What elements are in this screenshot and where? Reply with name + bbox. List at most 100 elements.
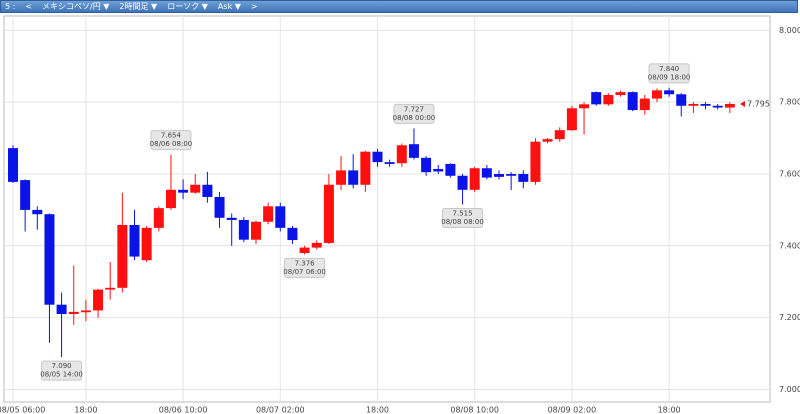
body [8,148,18,182]
body [190,184,201,193]
body [141,227,152,261]
x-tick-label: 18:00 [366,406,389,414]
body [336,170,347,185]
body [469,168,480,190]
body [117,224,128,288]
annotation-time: 08/07 06:00 [283,268,326,276]
y-tick-label: 7.600 [779,169,800,178]
toolbar-item[interactable]: < [25,2,33,11]
y-tick-label: 7.200 [779,313,800,322]
toolbar-item[interactable]: ローソク ▼ [167,2,208,11]
body [700,103,711,106]
body [165,189,176,209]
body [238,219,249,240]
x-tick-label: 18:00 [74,406,97,414]
body [530,141,541,182]
x-tick-label: 08/08 10:00 [450,406,499,414]
y-tick-label: 7.000 [779,385,800,394]
body [44,214,55,305]
body [251,221,261,240]
body [299,247,310,253]
body [542,139,553,142]
annotation-time: 08/05 14:00 [40,371,83,379]
body [178,189,189,193]
x-tick-label: 18:00 [658,406,681,414]
y-tick-label: 7.400 [779,241,800,250]
annotation-price: 7.727 [404,105,424,113]
body [20,180,31,210]
body [153,208,164,228]
body [615,92,626,95]
annotation-price: 7.840 [659,65,679,73]
toolbar-item[interactable]: > [250,2,258,11]
body [579,104,590,109]
body [591,92,602,105]
body [323,184,334,243]
toolbar-item[interactable]: 2時間足 ▼ [119,2,158,11]
body [105,287,116,290]
body [68,311,79,315]
body [129,224,140,257]
body [481,168,492,178]
body [566,108,577,131]
x-tick-label: 08/09 02:00 [548,406,597,414]
x-tick-label: 08/06 10:00 [159,406,208,414]
body [263,206,274,222]
body [348,170,359,185]
annotation-box [41,360,83,381]
body [32,209,43,215]
toolbar: 5 : < メキシコペソ/円 ▼ 2時間足 ▼ ローソク ▼ Ask ▼ > [0,0,798,13]
last-price-marker [740,100,745,107]
body [554,130,565,140]
last-price-label: 7.795 [747,99,770,108]
body [518,173,529,182]
body [688,103,699,106]
body [408,144,419,158]
body [287,227,298,241]
body [651,90,662,99]
toolbar-item[interactable]: 5 : [5,2,16,11]
y-tick-label: 8.000 [779,26,800,35]
plot-area [3,15,771,403]
annotation-box [393,103,435,124]
body [275,206,286,228]
annotation-price: 7.090 [52,362,72,370]
annotation-time: 08/06 08:00 [150,140,193,148]
toolbar-item[interactable]: メキシコペソ/円 ▼ [42,2,110,11]
body [421,157,432,173]
body [457,175,468,190]
annotation-time: 08/08 08:00 [441,218,484,226]
body [226,217,237,220]
annotation-time: 08/09 18:00 [648,73,691,81]
body [724,103,735,108]
body [506,173,517,176]
y-tick-label: 7.800 [779,98,800,107]
body [494,173,504,177]
annotation-box [648,63,690,84]
body [80,310,91,313]
chart: 7.000 7.200 7.400 7.600 7.800 8.000 08/05 06:0… [0,15,800,414]
body [214,196,225,218]
annotation-box [284,257,326,278]
annotation-box [150,130,192,151]
annotation-price: 7.654 [161,132,182,140]
body [639,98,650,111]
annotation-time: 08/08 00:00 [393,114,436,122]
x-tick-label: 08/07 02:00 [256,406,305,414]
x-tick-label: 08/05 06:00 [0,406,45,414]
annotation-price: 7.515 [453,210,473,218]
body [603,94,614,105]
body [384,162,395,164]
annotation-box [442,208,484,229]
body [396,145,407,164]
body [676,94,687,106]
body [433,168,444,172]
body [372,151,383,163]
body [712,105,723,108]
body [445,163,456,176]
toolbar-item[interactable]: Ask ▼ [217,2,241,11]
body [311,242,322,248]
body [664,90,675,95]
body [56,304,67,315]
